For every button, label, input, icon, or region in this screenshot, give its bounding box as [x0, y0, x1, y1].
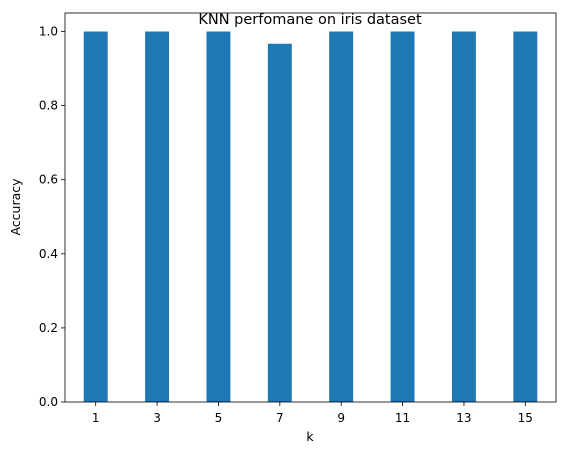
y-tick-label: 0.0	[39, 395, 58, 409]
y-tick-label: 0.6	[39, 173, 58, 187]
bar-k-3	[145, 31, 170, 403]
x-tick-label: 9	[337, 411, 345, 425]
bar-k-13	[451, 31, 476, 403]
bar-k-11	[390, 31, 415, 403]
x-axis-label: k	[306, 429, 314, 444]
plot-frame	[64, 12, 557, 403]
x-tick-label: 15	[518, 411, 533, 425]
y-tick-label: 0.8	[39, 99, 58, 113]
y-tick-label: 0.4	[39, 247, 58, 261]
x-tick-label: 11	[395, 411, 410, 425]
x-tick-label: 7	[276, 411, 284, 425]
chart-title: KNN perfomane on iris dataset	[198, 12, 422, 28]
x-tick-label: 13	[456, 411, 471, 425]
x-tick-label: 1	[92, 411, 100, 425]
y-axis-label: Accuracy	[8, 178, 23, 236]
x-tick-label: 5	[215, 411, 223, 425]
bars-group	[83, 31, 538, 403]
bar-k-9	[329, 31, 354, 403]
bar-k-7	[267, 43, 292, 402]
y-axis-ticks: 0.0 0.2 0.4 0.6 0.8 1.0	[39, 25, 65, 409]
x-axis-ticks: 1 3 5 7 9 11 13 15	[92, 402, 533, 425]
x-tick-label: 3	[153, 411, 161, 425]
bar-k-1	[83, 31, 108, 403]
y-tick-label: 1.0	[39, 25, 58, 39]
bar-k-15	[513, 31, 538, 403]
bar-k-5	[206, 31, 231, 403]
y-tick-label: 0.2	[39, 321, 58, 335]
